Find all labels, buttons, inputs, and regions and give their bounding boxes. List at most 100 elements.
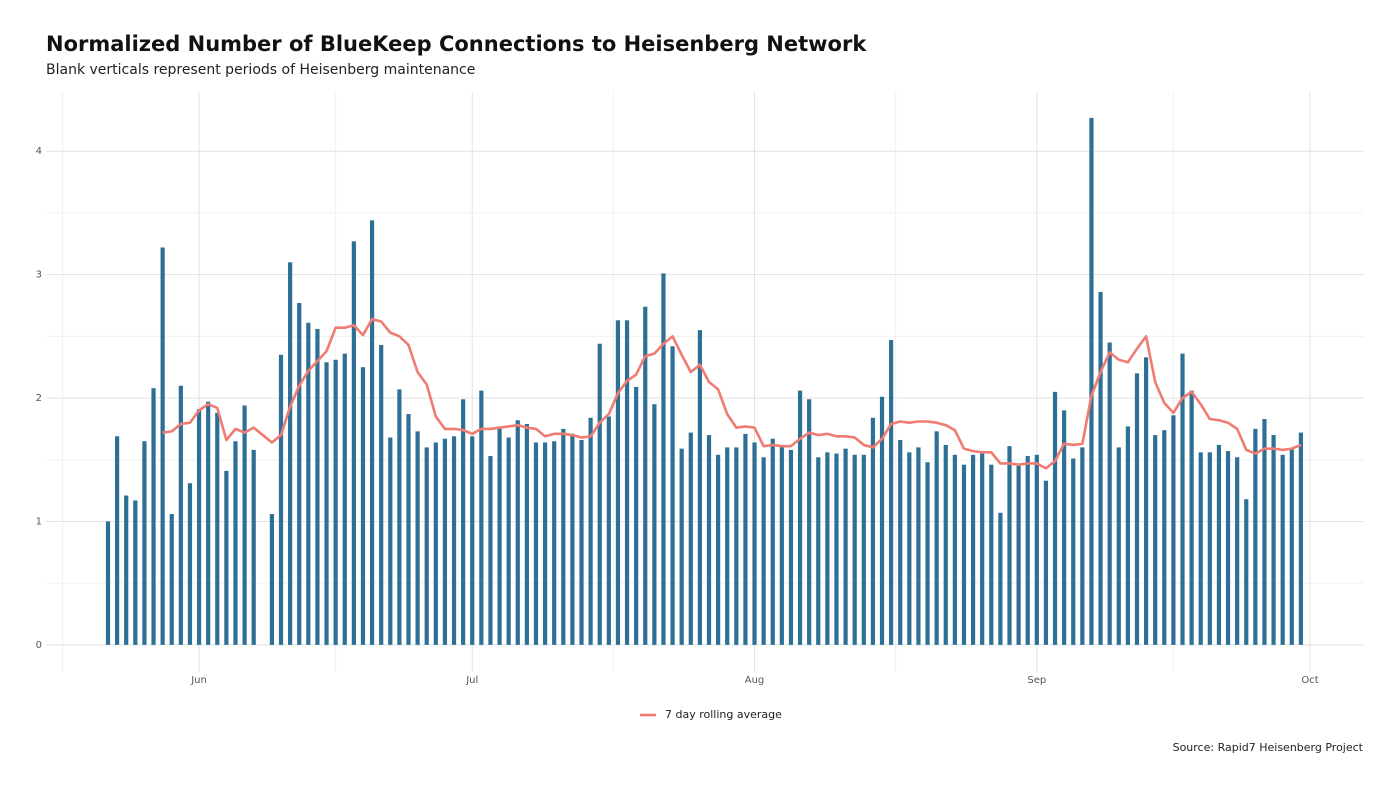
bar — [178, 385, 183, 645]
bar — [943, 444, 948, 645]
bar — [1271, 435, 1276, 645]
bar — [424, 447, 429, 645]
bar — [142, 441, 147, 645]
bar — [670, 346, 675, 645]
bar — [1007, 446, 1012, 645]
bar — [288, 262, 293, 645]
bar — [624, 320, 630, 645]
bar — [989, 464, 994, 645]
bar — [406, 414, 411, 645]
y-tick-label: 0 — [36, 640, 42, 651]
bar — [124, 495, 129, 645]
bar — [251, 449, 256, 645]
bar — [1134, 373, 1140, 645]
bar — [524, 423, 529, 645]
bar — [679, 448, 684, 645]
bar — [451, 436, 457, 645]
x-tick-label: Sep — [1027, 675, 1046, 686]
bar — [961, 464, 967, 645]
bar — [889, 340, 894, 645]
bar — [151, 388, 156, 645]
bar — [615, 320, 621, 645]
bar — [224, 470, 229, 645]
bar — [770, 438, 775, 645]
y-tick-label: 4 — [36, 146, 42, 157]
source-note: Source: Rapid7 Heisenberg Project — [1173, 741, 1364, 754]
bar — [706, 435, 712, 645]
bar — [433, 442, 438, 645]
bar — [816, 457, 821, 645]
bar — [533, 442, 539, 645]
bar — [898, 440, 903, 645]
legend-label: 7 day rolling average — [665, 708, 782, 721]
bar — [1153, 435, 1158, 645]
bar — [606, 416, 611, 645]
bar — [1025, 456, 1030, 645]
bar — [1080, 447, 1085, 645]
bar — [1052, 391, 1058, 645]
bar — [1298, 432, 1303, 645]
bar — [1162, 430, 1167, 645]
bar — [1043, 480, 1049, 645]
bar — [160, 247, 165, 645]
chart-subtitle: Blank verticals represent periods of Hei… — [46, 62, 475, 78]
bar — [479, 390, 484, 645]
bar — [1143, 357, 1149, 645]
bar — [998, 512, 1003, 645]
bar — [1253, 428, 1258, 645]
bar — [834, 453, 839, 645]
bar — [388, 437, 393, 645]
rolling-average-line — [162, 317, 1302, 470]
bar — [661, 273, 666, 645]
bar — [242, 405, 247, 645]
bar — [716, 454, 721, 645]
bar — [852, 454, 857, 645]
bar — [761, 457, 766, 645]
bar — [725, 447, 730, 645]
bar — [861, 454, 866, 645]
bar — [970, 454, 976, 645]
y-tick-label: 3 — [36, 270, 42, 281]
bar — [1180, 353, 1185, 645]
bar — [115, 436, 120, 645]
bar — [925, 462, 930, 645]
bar — [1107, 342, 1112, 645]
bar — [1244, 499, 1249, 645]
bar — [379, 344, 384, 645]
bar — [752, 442, 757, 645]
bar — [442, 438, 448, 645]
bar — [570, 433, 575, 645]
bar — [1116, 447, 1121, 645]
bar — [415, 431, 420, 645]
bar — [807, 399, 812, 645]
bar — [907, 452, 912, 645]
bar — [397, 389, 402, 645]
bar — [643, 306, 648, 645]
bar — [652, 404, 657, 645]
x-tick-label: Aug — [745, 675, 765, 686]
bar — [206, 401, 211, 645]
bar — [488, 456, 493, 645]
bar — [196, 409, 202, 645]
bar — [870, 417, 876, 645]
bar — [315, 328, 320, 645]
bar — [105, 521, 111, 645]
bar — [1289, 448, 1294, 645]
bar — [542, 442, 548, 645]
bar — [797, 390, 803, 645]
bar — [1262, 419, 1267, 645]
bar — [779, 446, 784, 645]
x-tick-label: Oct — [1301, 675, 1318, 686]
bar — [579, 440, 584, 645]
bar — [1280, 454, 1285, 645]
bar — [1235, 457, 1240, 645]
bar — [497, 426, 502, 645]
bar — [597, 343, 602, 645]
bar — [634, 386, 639, 645]
y-tick-label: 1 — [36, 516, 42, 527]
bar — [342, 353, 347, 645]
bar — [1207, 452, 1212, 645]
bar — [697, 330, 702, 645]
